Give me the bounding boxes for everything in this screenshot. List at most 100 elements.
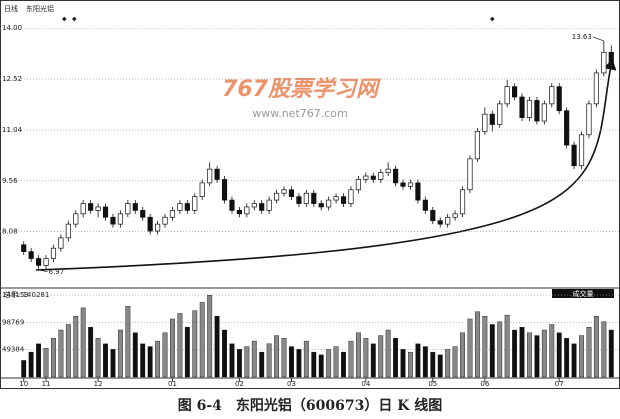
volume-title: 成交量 xyxy=(573,289,594,298)
candle-body xyxy=(28,251,34,259)
volume-bar xyxy=(192,310,198,378)
candle-body xyxy=(266,199,272,211)
candle-body xyxy=(169,210,176,218)
volume-bar xyxy=(564,338,570,378)
volume-bar xyxy=(132,332,138,378)
volume-bar xyxy=(296,349,302,378)
x-tick-label: 03 xyxy=(287,380,296,388)
volume-bar xyxy=(593,315,599,378)
x-tick-label: 07 xyxy=(555,380,564,388)
y-tick-label: 11.04 xyxy=(2,126,23,134)
y-tick-label: 148153 xyxy=(2,291,29,299)
candle-body xyxy=(370,175,376,180)
volume-bar xyxy=(474,311,480,378)
high-label: 13.63 xyxy=(572,33,592,41)
candle-body xyxy=(303,192,309,204)
candle-body xyxy=(549,86,555,105)
candle-body xyxy=(281,189,287,194)
volume-bar xyxy=(303,340,309,378)
volume-bar xyxy=(549,324,555,378)
candle-body xyxy=(430,210,436,222)
y-tick-label: 98769 xyxy=(2,318,24,326)
candle-body xyxy=(65,223,71,239)
candle-body xyxy=(80,203,86,215)
candle-body xyxy=(445,216,451,225)
candle-body xyxy=(489,113,495,125)
candle-body xyxy=(117,213,123,225)
candle-body xyxy=(192,196,198,211)
candle-body xyxy=(244,206,250,215)
volume-bar xyxy=(363,338,369,378)
candle-body xyxy=(512,86,518,98)
volume-bar xyxy=(430,351,436,378)
volume-bar xyxy=(541,329,547,378)
candle-body xyxy=(497,103,503,125)
volume-bar xyxy=(608,329,614,378)
volume-bar xyxy=(125,306,131,378)
volume-bar xyxy=(110,349,116,378)
volume-bar xyxy=(415,343,421,378)
candle-body xyxy=(326,199,332,208)
volume-bar xyxy=(229,343,235,378)
volume-bar xyxy=(586,327,592,378)
candle-body xyxy=(393,168,399,184)
candle-body xyxy=(207,168,213,184)
y-tick-label: 8.08 xyxy=(2,228,18,236)
volume-label: 总手: 140281 xyxy=(4,290,49,299)
candle-body xyxy=(36,258,42,266)
volume-bar xyxy=(43,348,49,378)
watermark-url: www.net767.com xyxy=(252,107,348,120)
trend-curve xyxy=(35,58,617,271)
candle-body xyxy=(363,175,369,180)
volume-bar xyxy=(21,360,27,378)
marker-dot: ◆ xyxy=(490,16,495,23)
volume-bar xyxy=(534,335,540,378)
candle-body xyxy=(132,203,138,211)
volume-bar xyxy=(326,349,332,378)
volume-bar xyxy=(527,332,532,378)
volume-bar xyxy=(51,338,56,378)
volume-bar xyxy=(170,318,175,378)
low-label: 6.97 xyxy=(49,268,65,276)
candle-body xyxy=(437,220,443,225)
volume-bar xyxy=(489,324,495,378)
volume-bar xyxy=(556,332,562,378)
volume-bar xyxy=(385,329,391,378)
volume-bar xyxy=(289,346,294,378)
high-pointer xyxy=(592,36,604,42)
candle-body xyxy=(73,213,79,225)
volume-bar xyxy=(445,349,451,378)
candle-body xyxy=(340,196,347,204)
candle-body xyxy=(274,192,280,201)
volume-bar xyxy=(236,349,242,378)
y-tick-label: 14.00 xyxy=(2,24,22,32)
volume-bar xyxy=(579,335,584,378)
volume-bar xyxy=(73,315,79,378)
candle-body xyxy=(88,203,94,211)
volume-bar xyxy=(467,318,473,378)
volume-bar xyxy=(155,340,161,378)
volume-bar xyxy=(437,354,443,378)
volume-bar xyxy=(393,338,399,378)
volume-title-box xyxy=(552,289,614,298)
candle-body xyxy=(147,216,153,232)
candle-body xyxy=(459,189,466,215)
candle-body xyxy=(184,203,190,211)
candle-body xyxy=(378,172,384,180)
volume-bar xyxy=(88,327,94,378)
volume-bar xyxy=(80,307,86,378)
candle-body xyxy=(259,203,265,211)
candle-body xyxy=(519,96,525,118)
volume-bar xyxy=(482,315,488,378)
volume-bar xyxy=(28,351,34,378)
low-pointer xyxy=(38,269,48,273)
volume-bar xyxy=(274,335,280,378)
candle-body xyxy=(229,199,235,211)
candle-body xyxy=(43,258,49,266)
volume-bar xyxy=(36,343,42,378)
candle-body xyxy=(221,179,228,201)
candle-body xyxy=(556,86,562,112)
candle-body xyxy=(452,213,458,218)
volume-bar xyxy=(244,346,250,378)
